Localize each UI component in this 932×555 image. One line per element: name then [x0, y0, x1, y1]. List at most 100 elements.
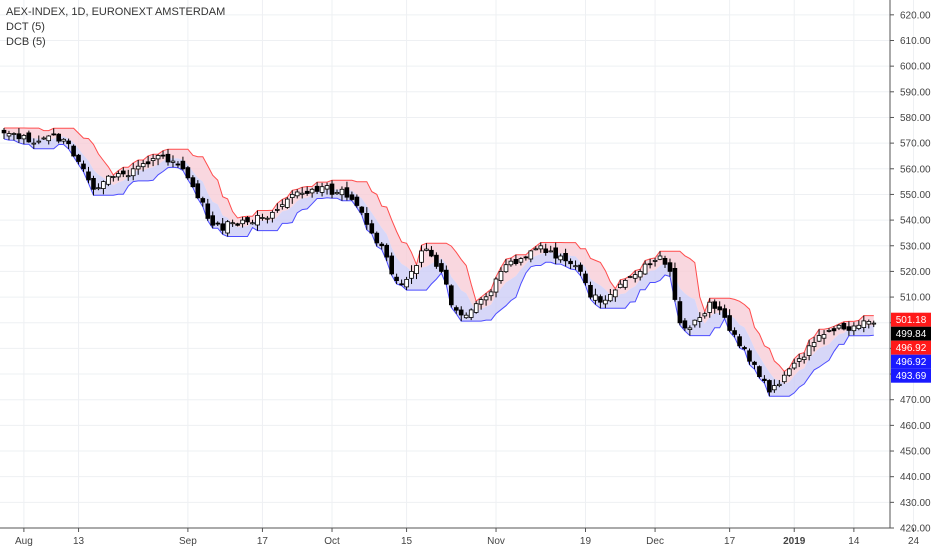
- candle-body: [339, 188, 345, 196]
- candle: [791, 358, 797, 370]
- candle-body: [349, 194, 355, 200]
- candle: [632, 270, 638, 283]
- candle-body: [513, 258, 519, 264]
- price-tick-label: 600.00: [900, 62, 931, 73]
- price-tick-label: 440.00: [900, 472, 931, 483]
- candle-body: [727, 315, 732, 331]
- candle: [240, 216, 245, 228]
- candle: [871, 320, 877, 328]
- candle: [598, 294, 603, 309]
- candle-body: [732, 330, 737, 335]
- candle: [563, 248, 568, 267]
- price-tick-label: 530.00: [900, 241, 931, 252]
- time-tick-label: 2019: [783, 536, 806, 547]
- upper-band-fill: [4, 128, 874, 384]
- candle-body: [111, 176, 116, 178]
- candle: [260, 213, 265, 221]
- candle-body: [289, 193, 295, 198]
- candle: [478, 297, 484, 310]
- candle: [796, 353, 802, 368]
- price-labels: 501.18 499.84 496.92 496.92 493.69: [891, 312, 931, 383]
- candle-body: [260, 217, 265, 219]
- candle: [543, 243, 548, 256]
- candle-body: [543, 248, 548, 253]
- candle: [11, 132, 17, 141]
- candle-body: [523, 256, 529, 259]
- candle: [816, 329, 822, 342]
- candle-body: [811, 342, 817, 347]
- candle-body: [508, 260, 514, 266]
- candle-body: [359, 206, 365, 213]
- candle-body: [41, 137, 47, 140]
- candle: [91, 175, 96, 196]
- candle: [707, 298, 712, 318]
- candle: [493, 276, 499, 298]
- candle: [578, 262, 583, 276]
- candle-body: [702, 313, 708, 317]
- legend-indicator-dct: DCT (5): [6, 21, 45, 33]
- price-tick-label: 620.00: [900, 10, 931, 21]
- candle: [806, 339, 812, 361]
- candle-body: [384, 244, 389, 258]
- candle: [274, 203, 280, 213]
- candle: [697, 312, 703, 328]
- candle: [618, 279, 623, 289]
- candle: [647, 258, 653, 269]
- candle: [409, 265, 414, 284]
- candle-body: [374, 232, 380, 244]
- candle-body: [618, 283, 623, 289]
- candle: [777, 379, 782, 388]
- candle: [717, 301, 722, 315]
- candle: [548, 245, 553, 253]
- candle: [329, 180, 335, 199]
- candle-body: [757, 366, 762, 378]
- candle: [657, 251, 663, 261]
- candle-body: [816, 335, 822, 342]
- candle-body: [51, 133, 56, 136]
- candle-body: [538, 245, 544, 250]
- candle: [200, 196, 206, 207]
- price-tick-label: 590.00: [900, 87, 931, 98]
- price-tick-label: 560.00: [900, 164, 931, 175]
- candle-body: [225, 221, 230, 234]
- candle-body: [806, 345, 812, 356]
- candle: [339, 186, 345, 201]
- candle: [135, 160, 141, 175]
- candle-body: [458, 309, 464, 316]
- dct-upper-line: [4, 127, 874, 373]
- candle: [603, 295, 608, 309]
- candle-body: [96, 187, 101, 190]
- candle: [289, 190, 295, 204]
- candle: [836, 323, 842, 331]
- candle: [757, 365, 762, 379]
- candle-body: [677, 301, 683, 324]
- candle-body: [409, 270, 414, 279]
- candle-body: [165, 153, 171, 163]
- candle-body: [160, 154, 166, 157]
- candle-body: [61, 138, 66, 142]
- candle-body: [642, 263, 648, 275]
- candle-body: [682, 320, 688, 329]
- candle-body: [826, 329, 832, 332]
- candle: [165, 149, 171, 166]
- candle: [503, 259, 509, 274]
- candle-body: [762, 378, 767, 382]
- candle: [195, 180, 201, 199]
- price-label-text: 501.18: [896, 315, 927, 326]
- candle: [831, 326, 837, 336]
- candle: [752, 360, 757, 370]
- candle: [722, 304, 727, 319]
- candle: [61, 138, 66, 144]
- candle: [593, 288, 598, 305]
- candle-body: [697, 317, 703, 322]
- candle-body: [434, 254, 439, 267]
- candle-body: [632, 274, 638, 279]
- candle: [270, 210, 275, 223]
- candle-body: [195, 183, 201, 199]
- candle: [687, 325, 693, 336]
- candle-body: [841, 322, 847, 330]
- candle: [667, 258, 673, 277]
- candle-body: [354, 196, 360, 206]
